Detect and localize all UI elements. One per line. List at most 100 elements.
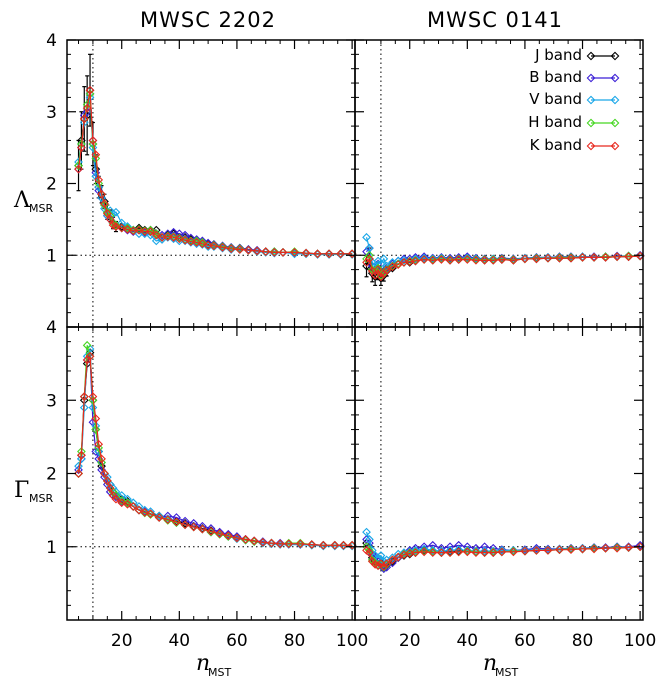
data-point — [134, 223, 144, 233]
data-point — [454, 545, 464, 555]
data-point — [601, 543, 610, 553]
data-point — [97, 189, 106, 199]
legend-swatch-marker — [610, 141, 620, 151]
data-point — [241, 535, 250, 544]
data-point — [336, 249, 345, 259]
data-point — [388, 555, 397, 565]
data-point — [154, 511, 164, 521]
data-point — [77, 143, 86, 153]
data-point — [172, 513, 181, 522]
data-point — [295, 539, 305, 549]
svg-text:Γ: Γ — [14, 478, 29, 503]
data-point — [105, 483, 115, 493]
series-v-band — [74, 93, 357, 259]
data-point — [480, 542, 489, 552]
data-point — [192, 235, 201, 244]
svg-text:MSR: MSR — [29, 202, 53, 215]
data-point — [197, 237, 207, 247]
data-point — [497, 546, 507, 555]
y-tick-label: 3 — [46, 103, 57, 123]
data-point — [74, 161, 83, 170]
data-point — [97, 454, 106, 464]
data-point — [85, 85, 95, 95]
data-point — [203, 240, 213, 250]
data-point — [454, 547, 464, 557]
data-point — [223, 529, 233, 539]
data-point — [197, 524, 207, 534]
data-point — [88, 392, 98, 401]
y-tick-label: 2 — [46, 175, 57, 195]
data-point — [411, 546, 420, 555]
data-point — [488, 255, 498, 265]
data-point — [509, 547, 518, 557]
panel-upper-left: 1 2 3 4 — [46, 31, 357, 328]
series-line — [77, 345, 353, 546]
data-point — [339, 540, 348, 550]
data-point — [215, 529, 225, 538]
data-point — [532, 546, 541, 555]
data-point — [376, 272, 386, 282]
data-point — [520, 254, 530, 264]
data-point — [88, 143, 98, 153]
series-k-band — [74, 351, 357, 550]
data-point — [411, 256, 420, 266]
data-point — [146, 507, 155, 516]
data-point — [128, 502, 138, 511]
legend-swatch — [586, 73, 620, 83]
data-point — [82, 103, 92, 113]
data-point — [134, 505, 144, 515]
data-point — [532, 543, 541, 553]
data-point — [388, 259, 397, 269]
data-point — [497, 255, 507, 264]
legend-swatch — [586, 51, 620, 61]
data-point — [134, 225, 144, 235]
data-point — [454, 255, 464, 264]
data-point — [163, 515, 173, 525]
data-point — [497, 547, 507, 557]
data-point — [100, 469, 109, 478]
data-point — [543, 253, 553, 263]
data-point — [379, 254, 389, 264]
data-point — [174, 234, 184, 244]
panel-frame — [66, 39, 356, 328]
data-point — [215, 527, 225, 537]
data-point — [589, 253, 599, 262]
legend-swatch-marker — [610, 118, 620, 128]
data-point — [163, 232, 173, 241]
data-point — [180, 230, 190, 240]
data-point — [543, 546, 553, 555]
y-tick-label: 1 — [46, 246, 57, 266]
data-point — [480, 255, 489, 265]
legend-swatch-marker — [610, 51, 620, 61]
data-point — [154, 513, 164, 522]
x-axis-title-left: n MST — [196, 651, 231, 679]
data-point — [373, 265, 383, 274]
data-point — [520, 546, 530, 556]
right-column-title: MWSC 0141 — [427, 8, 563, 32]
x-tick-label: 40 — [168, 631, 190, 651]
legend-swatch-marker — [586, 118, 596, 128]
data-point — [91, 150, 101, 160]
data-point — [480, 546, 489, 556]
svg-text:MST: MST — [495, 666, 518, 679]
data-point — [555, 545, 564, 555]
legend-swatch — [586, 118, 620, 128]
x-tick-label: 60 — [226, 631, 248, 651]
data-point — [437, 543, 446, 553]
data-point — [454, 253, 464, 262]
data-point — [111, 220, 121, 230]
data-point — [428, 255, 438, 265]
data-point — [111, 494, 121, 504]
data-point — [218, 242, 227, 252]
data-point — [362, 261, 371, 271]
series-line — [77, 352, 353, 546]
svg-text:V band: V band — [529, 90, 582, 108]
data-point — [151, 230, 161, 240]
svg-text:MSR: MSR — [29, 492, 53, 505]
data-point — [94, 439, 104, 449]
data-point — [601, 253, 610, 262]
data-point — [373, 263, 383, 273]
data-point — [94, 175, 104, 185]
data-point — [365, 548, 374, 557]
